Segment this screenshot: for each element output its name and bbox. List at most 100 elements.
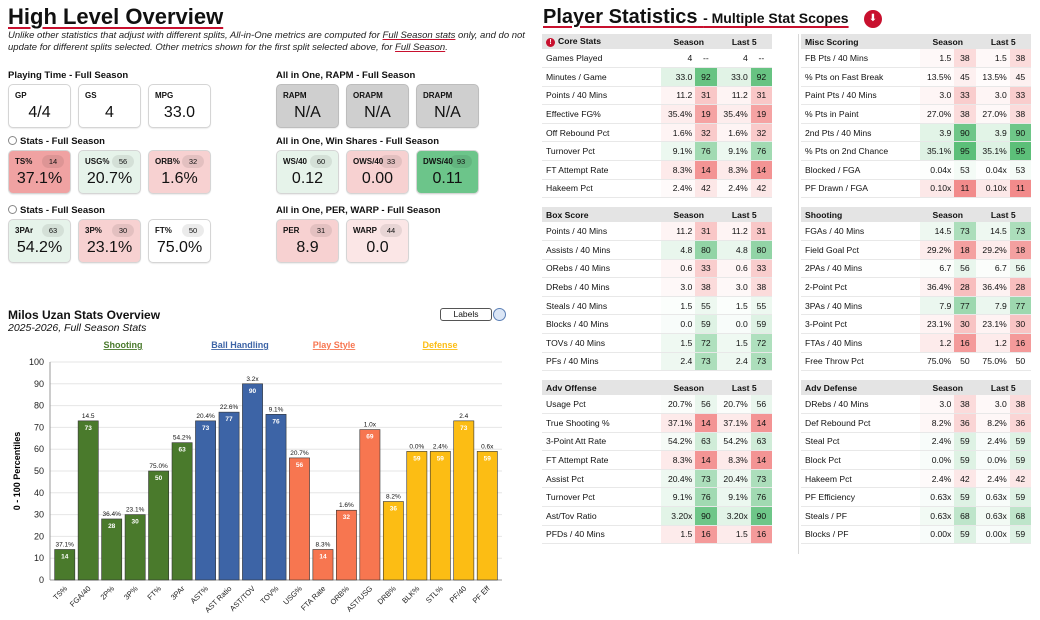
stat-box-percentile: 93 xyxy=(450,155,472,168)
column-season[interactable]: Season xyxy=(920,207,976,222)
season-value: 0.00x xyxy=(920,525,955,545)
season-value: 0.10x xyxy=(920,179,955,199)
table-row: 3PAs / 40 Mins 7.9 77 7.9 77 xyxy=(801,296,1031,316)
stat-name: Points / 40 Mins xyxy=(542,222,662,242)
stat-box-percentile: 60 xyxy=(310,155,332,168)
column-season[interactable]: Season xyxy=(920,380,976,395)
last5-value: 6.7 xyxy=(975,259,1010,279)
stat-box-percentile: 33 xyxy=(380,155,402,168)
last5-value: 0.63x xyxy=(975,487,1010,508)
legend-item[interactable]: Play Style xyxy=(313,340,356,350)
stat-name: Off Rebound Pct xyxy=(542,123,662,143)
x-tick-label: PF/40 xyxy=(448,584,469,605)
x-tick-label: AST/TOV xyxy=(228,584,257,613)
column-last5[interactable]: Last 5 xyxy=(716,380,772,395)
column-season[interactable]: Season xyxy=(661,34,717,49)
last5-percentile: 90 xyxy=(750,506,772,526)
season-percentile: 59 xyxy=(954,487,976,508)
stat-box-label: USG% xyxy=(85,157,110,166)
season-percentile: 28 xyxy=(954,277,976,297)
stat-name: Blocked / FGA xyxy=(801,160,921,180)
stats-table-shooting: Shooting Season Last 5 FGAs / 40 Mins 14.5 73… xyxy=(801,207,1031,372)
full-season-link[interactable]: Full Season xyxy=(395,42,446,53)
stat-box-value: 4 xyxy=(105,104,114,121)
table-row: FT Attempt Rate 8.3% 14 8.3% 14 xyxy=(542,450,772,470)
stat-name: DRebs / 40 Mins xyxy=(801,395,921,415)
season-value: 8.2% xyxy=(920,413,955,433)
table-row: Free Throw Pct 75.0% 50 75.0% 50 xyxy=(801,352,1031,372)
season-percentile: 95 xyxy=(954,141,976,162)
bar-percentile-label: 50 xyxy=(155,475,163,482)
season-value: 13.5% xyxy=(920,67,955,87)
bar-value-label: 0.6x xyxy=(481,443,494,450)
stat-name: ORebs / 40 Mins xyxy=(542,259,662,279)
last5-value: 27.0% xyxy=(975,104,1010,124)
legend-item[interactable]: Ball Handling xyxy=(211,340,269,350)
season-percentile: 63 xyxy=(695,432,717,452)
table-row: Games Played 4 -- 4 -- xyxy=(542,49,772,69)
table-header: Adv Defense Season Last 5 xyxy=(801,380,1031,395)
stat-box-value: 0.00 xyxy=(361,170,394,187)
last5-value: 8.2% xyxy=(975,413,1010,433)
bar-value-label: 37.1% xyxy=(56,541,75,548)
info-icon[interactable]: ! xyxy=(546,38,555,47)
season-percentile: 36 xyxy=(954,413,976,433)
x-tick-label: STL% xyxy=(424,584,445,605)
stat-name: Steal Pct xyxy=(801,432,921,452)
stat-box-label: RAPM xyxy=(283,91,307,100)
last5-percentile: 56 xyxy=(750,395,772,415)
legend-item[interactable]: Shooting xyxy=(104,340,143,350)
last5-percentile: 45 xyxy=(1009,67,1031,87)
bar-percentile-label: 63 xyxy=(178,447,186,454)
column-last5[interactable]: Last 5 xyxy=(716,207,772,222)
stat-name: Def Rebound Pct xyxy=(801,413,921,433)
group-radio-stats-1[interactable] xyxy=(8,136,17,145)
stat-box-ws-40: WS/40 60 0.12 xyxy=(276,150,339,194)
stat-box-value: 33.0 xyxy=(163,104,196,121)
labels-toggle[interactable] xyxy=(493,308,506,321)
column-last5[interactable]: Last 5 xyxy=(975,207,1031,222)
table-row: Turnover Pct 9.1% 76 9.1% 76 xyxy=(542,487,772,508)
x-tick-label: PF Eff xyxy=(471,583,493,605)
stat-box-label: ORAPM xyxy=(353,91,383,100)
table-row: Steals / 40 Mins 1.5 55 1.5 55 xyxy=(542,296,772,316)
season-percentile: 59 xyxy=(954,525,976,545)
group-radio-stats-2[interactable] xyxy=(8,205,17,214)
column-season[interactable]: Season xyxy=(661,207,717,222)
chart-title: Milos Uzan Stats Overview xyxy=(8,308,161,322)
stats-table-adv-offense: Adv Offense Season Last 5 Usage Pct 20.7% 56 2… xyxy=(542,380,772,545)
stat-name: Blocks / PF xyxy=(801,525,921,545)
last5-value: 37.1% xyxy=(716,413,751,433)
season-percentile: 14 xyxy=(695,413,717,433)
labels-button[interactable]: Labels xyxy=(440,308,492,321)
last5-percentile: 72 xyxy=(750,333,772,353)
table-row: Hakeem Pct 2.4% 42 2.4% 42 xyxy=(801,469,1031,489)
legend-item[interactable]: Defense xyxy=(422,340,457,350)
season-value: 33.0 xyxy=(661,67,696,87)
bar-value-label: 20.7% xyxy=(290,450,309,457)
stat-box-value: N/A xyxy=(364,104,391,121)
table-header: ! Core Stats Season Last 5 xyxy=(542,34,772,49)
season-value: 27.0% xyxy=(920,104,955,124)
stat-name: Turnover Pct xyxy=(542,141,662,162)
download-icon[interactable]: ⬇ xyxy=(864,10,882,28)
column-season[interactable]: Season xyxy=(920,34,976,49)
season-percentile: 72 xyxy=(695,333,717,353)
column-last5[interactable]: Last 5 xyxy=(975,34,1031,49)
bar-percentile-label: 73 xyxy=(202,425,210,432)
season-percentile: 38 xyxy=(954,395,976,415)
bar-value-label: 8.2% xyxy=(386,494,401,501)
stat-box-ts-: TS% 14 37.1% xyxy=(8,150,71,194)
last5-percentile: 16 xyxy=(750,525,772,545)
season-value: 0.63x xyxy=(920,506,955,526)
column-last5[interactable]: Last 5 xyxy=(975,380,1031,395)
table-row: Blocked / FGA 0.04x 53 0.04x 53 xyxy=(801,160,1031,180)
last5-value: 8.3% xyxy=(716,160,751,180)
last5-percentile: 77 xyxy=(1009,296,1031,316)
bar-value-label: 54.2% xyxy=(173,435,192,442)
full-season-stats-link[interactable]: Full Season stats xyxy=(382,30,456,41)
season-percentile: 53 xyxy=(954,160,976,180)
stat-box-warp: WARP 44 0.0 xyxy=(346,219,409,263)
column-season[interactable]: Season xyxy=(661,380,717,395)
column-last5[interactable]: Last 5 xyxy=(716,34,772,49)
